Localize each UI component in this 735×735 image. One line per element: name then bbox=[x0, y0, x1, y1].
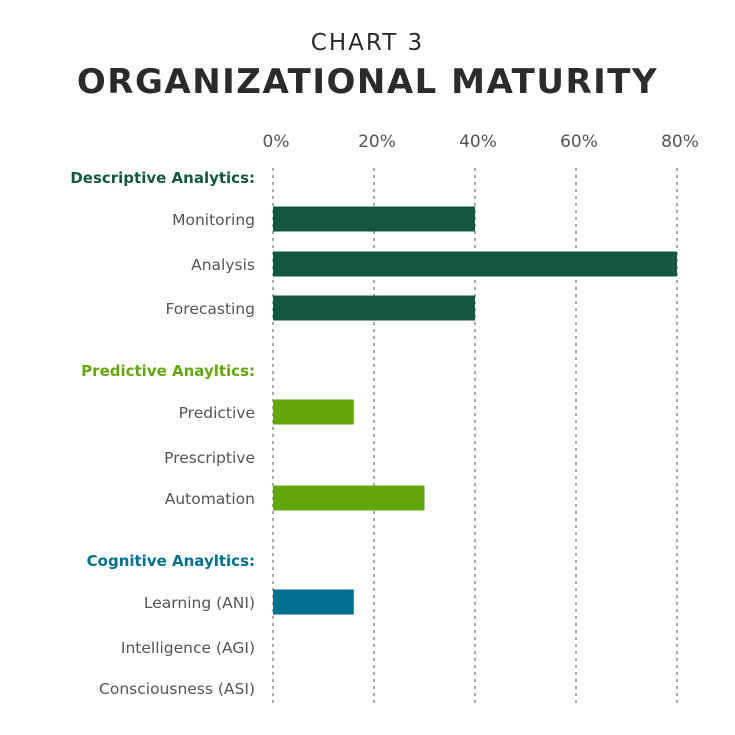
category-label: Forecasting bbox=[165, 300, 255, 318]
bar bbox=[273, 399, 354, 425]
x-tick-label: 60% bbox=[560, 132, 598, 152]
group-label: Cognitive Anayltics: bbox=[87, 552, 255, 570]
chart-title: ORGANIZATIONAL MATURITY bbox=[76, 62, 659, 102]
bar bbox=[273, 206, 475, 232]
bar bbox=[273, 589, 354, 615]
category-label: Monitoring bbox=[172, 211, 255, 229]
chart-subtitle: CHART 3 bbox=[310, 30, 425, 56]
x-tick-label: 0% bbox=[263, 132, 290, 152]
x-tick-label: 20% bbox=[358, 132, 396, 152]
category-label: Consciousness (ASI) bbox=[99, 680, 255, 698]
category-label: Automation bbox=[165, 490, 255, 508]
category-label: Analysis bbox=[191, 256, 255, 274]
x-tick-label: 80% bbox=[661, 132, 699, 152]
category-label: Learning (ANI) bbox=[144, 594, 255, 612]
category-label: Intelligence (AGI) bbox=[121, 639, 255, 657]
group-label: Descriptive Analytics: bbox=[70, 169, 255, 187]
category-label: Predictive bbox=[179, 404, 255, 422]
bar bbox=[273, 485, 425, 511]
category-label: Prescriptive bbox=[164, 449, 255, 467]
x-tick-label: 40% bbox=[459, 132, 497, 152]
group-label: Predictive Anayltics: bbox=[81, 362, 255, 380]
bar bbox=[273, 251, 677, 277]
bar bbox=[273, 295, 475, 321]
